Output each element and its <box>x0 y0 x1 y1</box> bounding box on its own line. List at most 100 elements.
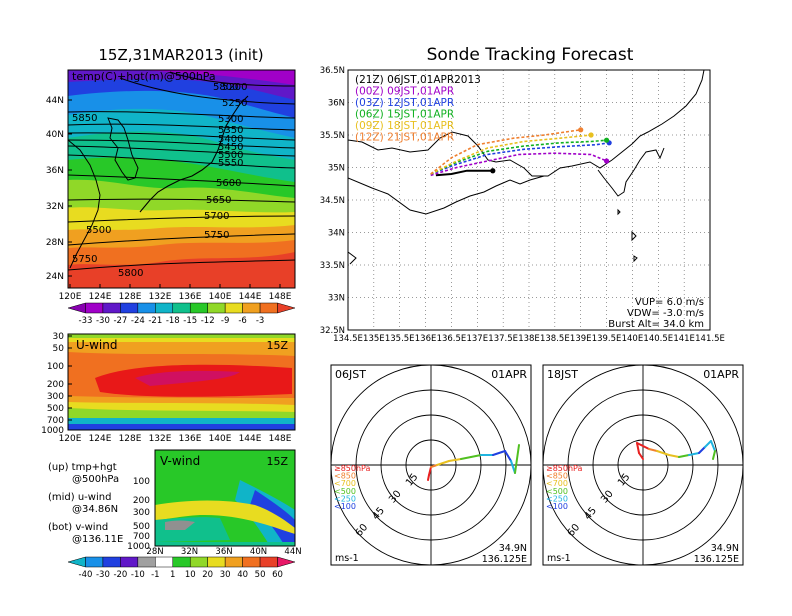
hodo-trace-segment <box>678 454 690 458</box>
colorbar-label: -30 <box>96 316 110 326</box>
u-wind-time: 15Z <box>266 339 288 352</box>
colorbar-swatch <box>67 302 86 314</box>
pressure-tick-label: 1000 <box>127 542 150 552</box>
pressure-tick-label: 700 <box>133 532 150 542</box>
hodo-date-label: 01APR <box>703 368 739 381</box>
hgt-lat-ticks: 44N 40N 36N 32N 28N 24N <box>46 96 72 282</box>
lat-tick-label: 44N <box>46 96 64 106</box>
contour-label: 5550 <box>218 158 243 169</box>
contour-label: 5350 <box>218 125 243 136</box>
hodo-trace-segment <box>710 440 716 452</box>
contour-label: 5300 <box>218 114 243 125</box>
colorbar-swatch <box>155 302 174 314</box>
lon-tick-label: 138E <box>518 334 540 344</box>
contour-label: 5700 <box>204 211 229 222</box>
lat-tick-label: 32N <box>46 202 64 212</box>
lat-tick-label: 28N <box>146 547 163 557</box>
japan-coast <box>139 95 249 213</box>
note-bot: (bot) v-wind <box>48 522 108 533</box>
island-3 <box>617 208 621 216</box>
hodo-units: ms-1 <box>335 553 359 564</box>
burst-alt-text: Burst Alt= 34.0 km <box>608 319 704 330</box>
lon-tick-label: 136E <box>179 292 202 302</box>
lon-tick-label: 139E <box>570 334 592 344</box>
lon-tick-label: 139.5E <box>592 334 622 344</box>
contour-label: 5850 <box>72 113 97 124</box>
hodo-trace-segment <box>504 450 512 462</box>
colorbar-label: -18 <box>166 316 180 326</box>
legend-entry: (06Z) 15JST,01APR <box>355 109 454 121</box>
hodo-legend-entry: <500 <box>546 487 568 496</box>
vup-text: VUP= 6.0 m/s <box>635 297 704 308</box>
hodo-trace-segment <box>448 458 462 462</box>
colorbar-label: -1 <box>151 570 159 580</box>
pressure-tick-label: 1000 <box>41 426 64 436</box>
temp-band-2 <box>140 70 295 85</box>
lat-tick-label: 36.5N <box>320 66 345 76</box>
pressure-tick-label: 100 <box>133 477 150 487</box>
hodo-trace-segment <box>636 442 640 454</box>
hodo-time-label: 18JST <box>547 368 578 381</box>
v-lat-ticks: 28N 32N 36N 40N 44N <box>146 547 301 557</box>
hgt-colorbar: -33 -30 -27 -24 -21 -18 -15 -12 -9 -6 -3 <box>67 302 296 326</box>
hodo-trace-segment <box>638 452 644 460</box>
contour-label: 5200 <box>222 82 247 93</box>
track-lat-ticks: 36.5N 36N 35.5N 35N 34.5N 34N 33.5N 33N 32.5N <box>320 66 345 336</box>
legend-entry: (00Z) 09JST,01APR <box>355 86 454 98</box>
track-endpoint <box>603 137 610 143</box>
lon-tick-label: 137.5E <box>488 334 518 344</box>
lon-tick-label: 128E <box>119 292 142 302</box>
track-endpoint <box>578 127 584 133</box>
track-series-line <box>430 129 581 175</box>
colorbar-swatch <box>242 556 261 568</box>
hodo-lon: 136.125E <box>482 554 527 565</box>
colorbar-label: -33 <box>79 316 93 326</box>
colorbar-label: 60 <box>272 570 283 580</box>
lon-tick-label: 144E <box>239 292 262 302</box>
contour-label: 5500 <box>218 150 243 161</box>
lon-tick-label: 132E <box>149 434 172 444</box>
lat-tick-label: 33.5N <box>320 261 345 271</box>
track-series-line <box>435 169 493 177</box>
china-coast <box>68 139 101 269</box>
lon-tick-label: 144E <box>239 434 262 444</box>
lon-tick-label: 141.5E <box>695 334 725 344</box>
lat-tick-label: 28N <box>46 238 64 248</box>
lon-tick-label: 148E <box>269 292 292 302</box>
hodo-trace-segment <box>470 454 482 458</box>
colorbar-swatch <box>172 556 191 568</box>
lat-tick-label: 34N <box>328 229 345 239</box>
hodo-time-label: 06JST <box>335 368 366 381</box>
contour-label: 5800 <box>213 82 238 93</box>
colorbar-swatch <box>189 556 208 568</box>
contour-label: 5750 <box>72 254 97 265</box>
track-endpoint <box>603 158 610 164</box>
lat-tick-label: 32.5N <box>320 326 345 336</box>
hgt-lon-ticks: 120E 124E 128E 132E 136E 140E 144E 148E <box>59 284 292 302</box>
track-grid <box>347 69 711 331</box>
colorbar-swatch <box>224 302 243 314</box>
hgt-panel-title: 15Z,31MAR2013 (init) <box>98 46 263 64</box>
lon-tick-label: 137E <box>466 334 488 344</box>
lon-tick-label: 138.5E <box>540 334 570 344</box>
colorbar-swatch <box>85 302 104 314</box>
lat-tick-label: 33N <box>328 294 345 304</box>
hodo-lat: 34.9N <box>711 543 739 554</box>
hodo-trace-segment <box>436 460 450 466</box>
track-series-line <box>430 134 592 175</box>
colorbar-label: -10 <box>131 570 145 580</box>
pressure-tick-label: 700 <box>47 416 64 426</box>
contour-label: 5600 <box>216 178 241 189</box>
lon-tick-label: 141E <box>673 334 695 344</box>
pressure-tick-label: 200 <box>133 496 150 506</box>
hodo-legend-entry: <700 <box>334 479 356 488</box>
track-endpoint <box>490 168 496 174</box>
lon-tick-label: 136.5E <box>437 334 467 344</box>
v-wind-time: 15Z <box>266 455 288 468</box>
kii-coast <box>348 175 545 215</box>
colorbar-swatch <box>259 556 278 568</box>
lon-tick-label: 136E <box>179 434 202 444</box>
korea-coast <box>107 117 139 181</box>
